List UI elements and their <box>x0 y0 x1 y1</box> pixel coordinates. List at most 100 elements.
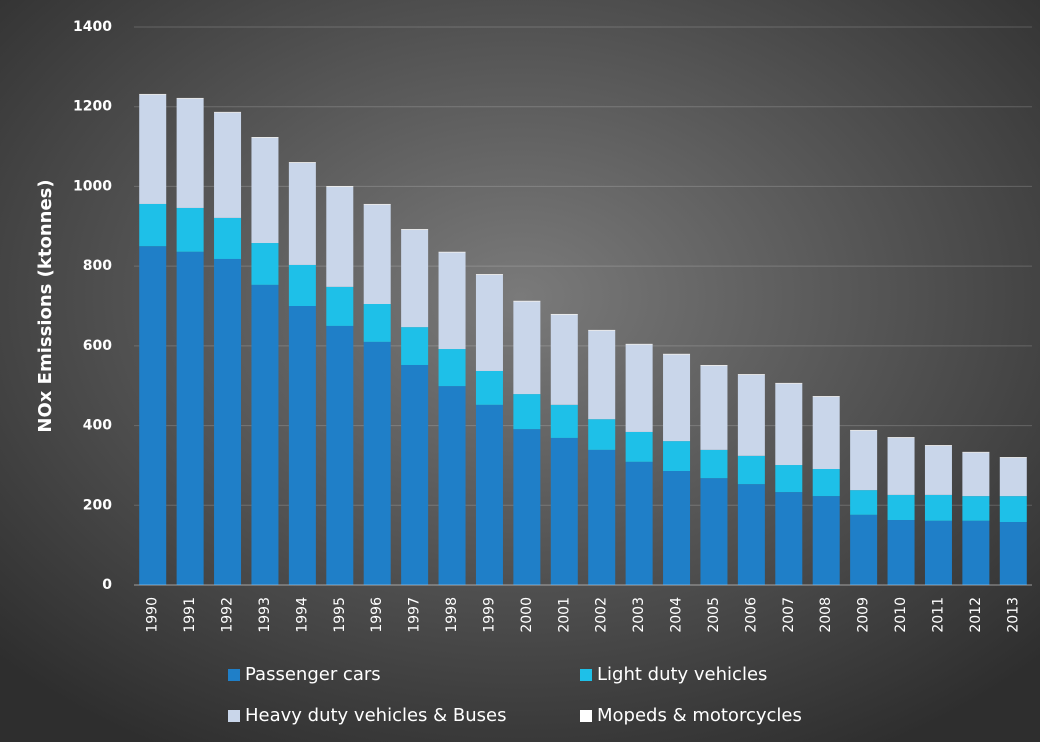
bar-segment <box>700 478 728 585</box>
x-tick-label: 2004 <box>669 597 685 633</box>
legend-swatch <box>228 669 240 681</box>
y-tick-label: 0 <box>102 577 112 593</box>
bar-segment <box>363 341 391 585</box>
bar-segment <box>438 252 466 350</box>
bar-segment <box>438 349 466 387</box>
bar-segment <box>737 484 765 585</box>
bar-segment <box>401 229 429 230</box>
bar-segment <box>401 364 429 585</box>
y-tick-label: 200 <box>83 497 112 513</box>
bar-segment <box>251 284 279 585</box>
x-tick-label: 2005 <box>706 597 722 633</box>
x-tick-label: 2000 <box>519 597 535 633</box>
bar-segment <box>999 457 1027 497</box>
bar-segment <box>962 451 990 453</box>
bar-segment <box>812 496 840 585</box>
bar-segment <box>513 301 541 395</box>
bar-segment <box>326 186 354 287</box>
bar-segment <box>663 354 691 442</box>
x-tick-label: 2002 <box>594 597 610 633</box>
bar-segment <box>251 137 279 244</box>
bar-segment <box>251 243 279 285</box>
bar-segment <box>924 445 952 446</box>
y-tick-label: 1400 <box>73 19 112 35</box>
x-tick-label: 2003 <box>631 597 647 633</box>
legend-swatch <box>580 669 592 681</box>
bar-segment <box>288 162 316 265</box>
bar-segment <box>401 327 429 365</box>
bar-segment <box>700 365 728 450</box>
bar-segment <box>625 343 653 345</box>
bar-segment <box>363 204 391 305</box>
bar-segment <box>812 469 840 497</box>
bar-segment <box>700 449 728 479</box>
bar-segment <box>288 306 316 585</box>
bar-segment <box>924 494 952 521</box>
bar-segment <box>475 404 503 585</box>
bar-segment <box>775 465 803 493</box>
bar-segment <box>588 419 616 450</box>
bar-segment <box>625 461 653 585</box>
bar-segment <box>588 449 616 585</box>
bar-segment <box>176 251 204 585</box>
bar-segment <box>999 457 1027 458</box>
bar-segment <box>139 93 167 95</box>
bar-segment <box>887 437 915 438</box>
bar-segment <box>288 162 316 163</box>
bar-segment <box>588 330 616 420</box>
bar-segment <box>176 98 204 208</box>
bar-segment <box>812 396 840 470</box>
bar-segment <box>475 370 503 405</box>
bar-segment <box>513 300 541 302</box>
bar-segment <box>513 394 541 430</box>
bar-segment <box>326 186 354 187</box>
bar-segment <box>214 217 242 259</box>
x-tick-label: 1995 <box>332 597 348 633</box>
bar-segment <box>214 258 242 585</box>
legend-swatch <box>228 710 240 722</box>
bar-segment <box>775 492 803 585</box>
bar-segment <box>850 429 878 431</box>
x-tick-label: 2012 <box>968 597 984 633</box>
bar-segment <box>737 455 765 485</box>
x-tick-label: 2010 <box>893 597 909 633</box>
bar-segment <box>812 396 840 397</box>
bar-segment <box>401 229 429 328</box>
bar-segment <box>737 374 765 375</box>
bar-segment <box>999 496 1027 523</box>
bar-segment <box>999 522 1027 585</box>
bar-segment <box>176 207 204 252</box>
x-tick-label: 1994 <box>294 597 310 633</box>
legend-label: Mopeds & motorcycles <box>597 705 802 726</box>
bar-segment <box>625 431 653 462</box>
bar-segment <box>887 437 915 495</box>
bar-segment <box>550 437 578 585</box>
bar-segment <box>139 94 167 204</box>
bar-segment <box>513 429 541 585</box>
y-tick-label: 600 <box>83 338 112 354</box>
bar-segment <box>962 520 990 585</box>
bar-segment <box>663 353 691 355</box>
x-tick-label: 1991 <box>182 597 198 633</box>
bar-segment <box>363 304 391 342</box>
bar-segment <box>550 404 578 438</box>
x-tick-label: 1997 <box>407 597 423 633</box>
bar-segment <box>475 274 503 275</box>
bar-segment <box>251 137 279 138</box>
bar-segment <box>887 520 915 585</box>
bar-segment <box>663 441 691 472</box>
x-tick-label: 1998 <box>444 597 460 633</box>
bar-segment <box>363 203 391 205</box>
bar-segment <box>214 112 242 218</box>
bar-segment <box>176 97 204 99</box>
x-tick-label: 2011 <box>930 597 946 633</box>
x-tick-label: 2013 <box>1005 597 1021 633</box>
bar-segment <box>850 514 878 585</box>
bar-segment <box>962 452 990 497</box>
bar-segment <box>924 520 952 585</box>
bar-segment <box>438 251 466 253</box>
x-tick-label: 2001 <box>556 597 572 633</box>
y-tick-label: 800 <box>83 258 112 274</box>
legend-label: Light duty vehicles <box>597 664 767 685</box>
